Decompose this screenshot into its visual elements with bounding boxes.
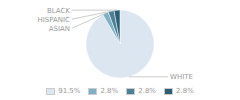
svg-text:BLACK: BLACK <box>47 7 70 15</box>
html-text:2.8%: 2.8% <box>176 87 194 95</box>
svg-text:HISPANIC: HISPANIC <box>37 16 70 24</box>
html-text:2.8%: 2.8% <box>100 87 119 95</box>
svg-text:ASIAN: ASIAN <box>49 25 70 33</box>
html-text:91.5%: 91.5% <box>58 87 81 95</box>
svg-text:WHITE: WHITE <box>170 73 193 81</box>
html-text:2.8%: 2.8% <box>138 87 156 95</box>
